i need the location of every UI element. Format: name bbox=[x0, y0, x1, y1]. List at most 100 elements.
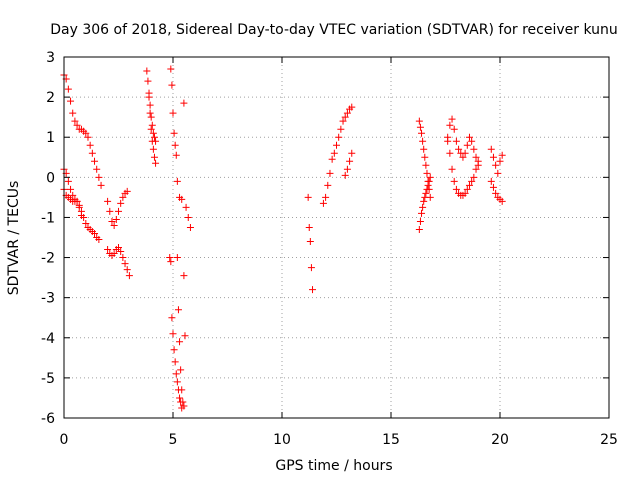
data-point bbox=[150, 153, 158, 161]
data-point bbox=[148, 121, 156, 129]
x-tick-label: 15 bbox=[382, 432, 400, 448]
data-point bbox=[145, 89, 153, 97]
data-point bbox=[108, 217, 116, 225]
data-point bbox=[337, 125, 345, 133]
data-point bbox=[423, 185, 431, 193]
data-point bbox=[180, 272, 188, 280]
data-point bbox=[172, 151, 180, 159]
data-point bbox=[150, 133, 158, 141]
data-point bbox=[91, 157, 99, 165]
data-point bbox=[487, 177, 495, 185]
series-arc-s bbox=[487, 145, 506, 177]
data-point bbox=[172, 370, 180, 378]
data-point bbox=[463, 141, 471, 149]
data-point bbox=[97, 181, 105, 189]
y-tick-label: -3 bbox=[41, 291, 55, 307]
data-point bbox=[324, 181, 332, 189]
series-arc-r bbox=[444, 137, 482, 199]
data-point bbox=[125, 272, 133, 280]
data-point bbox=[73, 197, 81, 205]
data-point bbox=[123, 187, 131, 195]
data-point bbox=[82, 219, 90, 227]
data-point bbox=[112, 215, 120, 223]
data-point bbox=[446, 121, 454, 129]
data-point bbox=[330, 149, 338, 157]
data-point bbox=[152, 137, 160, 145]
data-point bbox=[67, 185, 75, 193]
x-tick-label: 20 bbox=[491, 432, 509, 448]
series-arc-n bbox=[341, 149, 356, 179]
data-point bbox=[95, 236, 103, 244]
data-point bbox=[421, 153, 429, 161]
data-point bbox=[419, 137, 427, 145]
data-point bbox=[452, 137, 460, 145]
grid-lines bbox=[64, 57, 609, 418]
data-point bbox=[177, 398, 185, 406]
data-point bbox=[110, 250, 118, 258]
data-point bbox=[169, 330, 177, 338]
data-point bbox=[71, 117, 79, 125]
data-point bbox=[306, 238, 314, 246]
data-point bbox=[167, 258, 175, 266]
data-point bbox=[93, 165, 101, 173]
data-point bbox=[498, 197, 506, 205]
data-point bbox=[176, 338, 184, 346]
data-point bbox=[309, 286, 317, 294]
data-point bbox=[470, 173, 478, 181]
series-arc-l bbox=[304, 193, 317, 294]
data-point bbox=[474, 157, 482, 165]
data-point bbox=[75, 203, 83, 211]
series-arc-a bbox=[60, 71, 105, 189]
data-point bbox=[184, 213, 192, 221]
data-point bbox=[419, 203, 427, 211]
data-point bbox=[346, 157, 354, 165]
data-point bbox=[348, 103, 356, 111]
data-point bbox=[348, 149, 356, 157]
data-point bbox=[489, 153, 497, 161]
data-point bbox=[319, 199, 327, 207]
data-point bbox=[468, 177, 476, 185]
data-point bbox=[173, 378, 181, 386]
series-arc-t bbox=[487, 177, 506, 205]
data-point bbox=[492, 189, 500, 197]
data-point bbox=[422, 189, 430, 197]
data-point bbox=[104, 197, 112, 205]
data-point bbox=[123, 266, 131, 274]
data-point bbox=[461, 189, 469, 197]
data-point bbox=[326, 169, 334, 177]
data-point bbox=[418, 209, 426, 217]
data-point bbox=[459, 153, 467, 161]
data-point bbox=[173, 254, 181, 262]
data-point bbox=[117, 199, 125, 207]
data-point bbox=[335, 133, 343, 141]
data-point bbox=[470, 145, 478, 153]
data-point bbox=[178, 404, 186, 412]
data-point bbox=[415, 117, 423, 125]
y-axis-label: SDTVAR / TECUs bbox=[6, 181, 22, 296]
series-arc-i bbox=[166, 254, 186, 412]
series-arc-j bbox=[173, 99, 194, 231]
data-point bbox=[463, 185, 471, 193]
x-axis-label: GPS time / hours bbox=[275, 458, 392, 474]
data-point bbox=[95, 173, 103, 181]
data-point bbox=[498, 151, 506, 159]
data-point bbox=[177, 366, 185, 374]
data-point bbox=[119, 254, 127, 262]
data-point bbox=[304, 193, 312, 201]
data-point bbox=[166, 254, 174, 262]
data-point bbox=[492, 161, 500, 169]
data-point bbox=[450, 177, 458, 185]
data-point bbox=[307, 264, 315, 272]
data-point bbox=[422, 161, 430, 169]
data-point bbox=[174, 306, 182, 314]
y-tick-label: -5 bbox=[41, 371, 55, 387]
data-point bbox=[170, 129, 178, 137]
data-point bbox=[117, 248, 125, 256]
data-point bbox=[82, 129, 90, 137]
y-tick-label: 1 bbox=[46, 130, 55, 146]
data-point bbox=[305, 223, 313, 231]
data-point bbox=[106, 207, 114, 215]
y-tick-label: -4 bbox=[41, 331, 55, 347]
data-point bbox=[418, 129, 426, 137]
series-arc-k bbox=[180, 272, 189, 340]
